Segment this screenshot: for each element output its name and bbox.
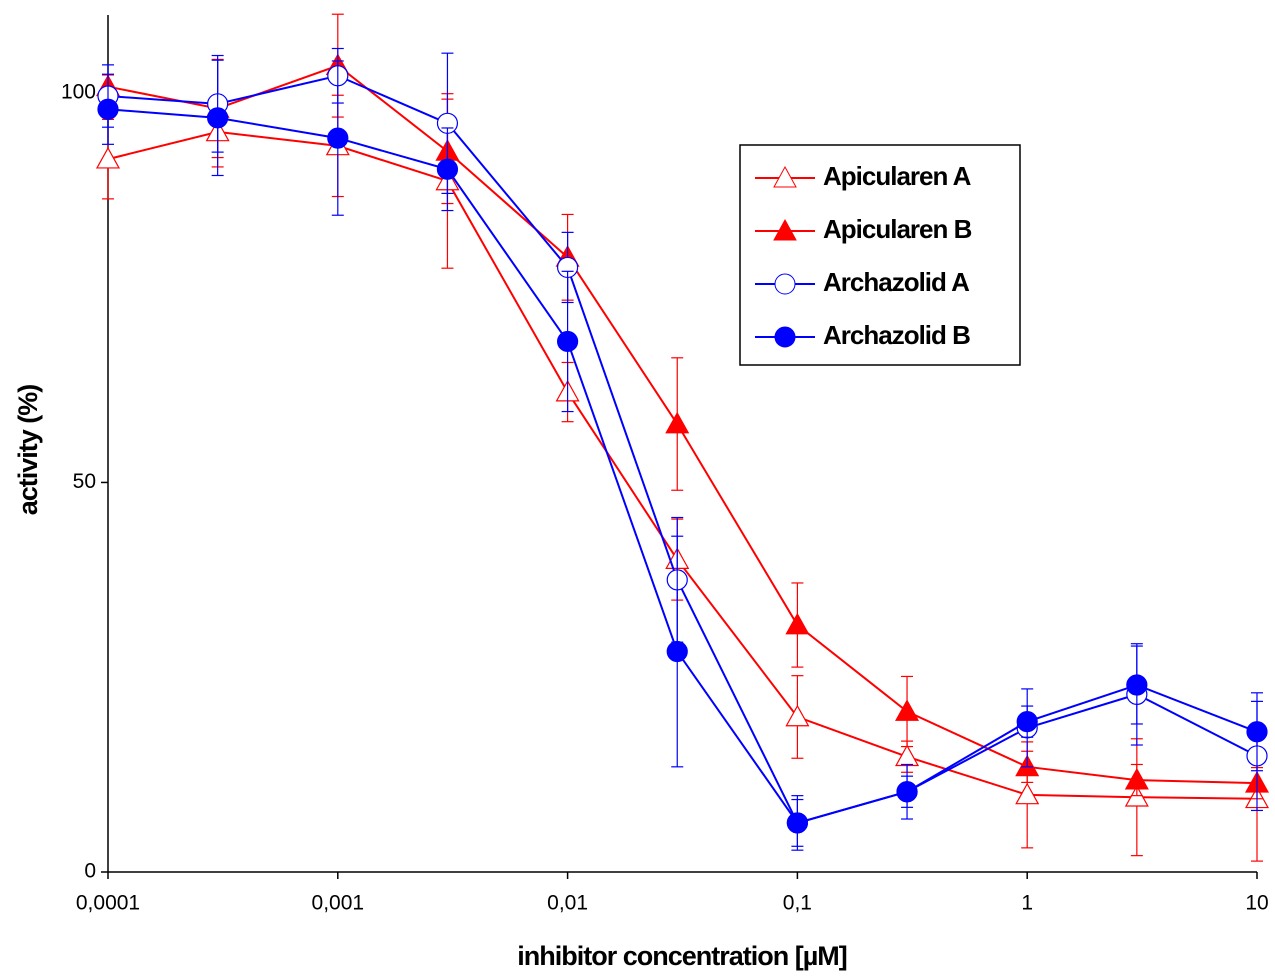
series-line <box>107 74 1258 825</box>
marker <box>1016 711 1038 733</box>
x-tick-label: 0,1 <box>783 892 812 915</box>
x-axis-label: inhibitor concentration [µM] <box>517 941 847 971</box>
marker <box>207 107 229 129</box>
marker <box>97 98 119 120</box>
marker <box>895 699 920 721</box>
marker <box>785 704 810 727</box>
marker <box>556 330 579 353</box>
marker <box>1015 782 1040 805</box>
legend-marker <box>774 326 796 348</box>
legend-marker <box>774 273 796 295</box>
x-tick-label: 0,0001 <box>76 892 140 915</box>
marker <box>785 612 810 635</box>
marker <box>95 146 121 169</box>
series-line <box>107 108 1258 825</box>
legend-marker <box>773 218 797 241</box>
marker <box>1126 674 1148 696</box>
legend-label: Apicularen B <box>823 214 972 244</box>
y-axis-label: activity (%) <box>13 385 43 516</box>
x-tick-label: 0,01 <box>547 892 588 915</box>
marker <box>896 781 918 803</box>
marker <box>895 744 920 767</box>
marker <box>436 158 459 180</box>
marker <box>665 411 690 434</box>
x-tick-label: 1 <box>1021 892 1033 915</box>
marker <box>786 812 809 834</box>
x-tick-label: 0,001 <box>312 892 365 915</box>
legend-marker <box>773 165 797 188</box>
y-tick-label: 50 <box>73 470 96 493</box>
marker <box>666 640 688 663</box>
legend-label: Archazolid A <box>823 267 970 297</box>
series-line <box>107 130 1258 800</box>
legend-label: Archazolid B <box>823 320 970 350</box>
legend-label: Apicularen A <box>823 161 972 191</box>
marker <box>1124 767 1149 790</box>
y-tick-label: 0 <box>84 860 96 883</box>
y-tick-label: 100 <box>61 80 96 103</box>
marker <box>1246 721 1268 743</box>
marker <box>327 127 349 149</box>
x-tick-label: 10 <box>1245 892 1268 915</box>
